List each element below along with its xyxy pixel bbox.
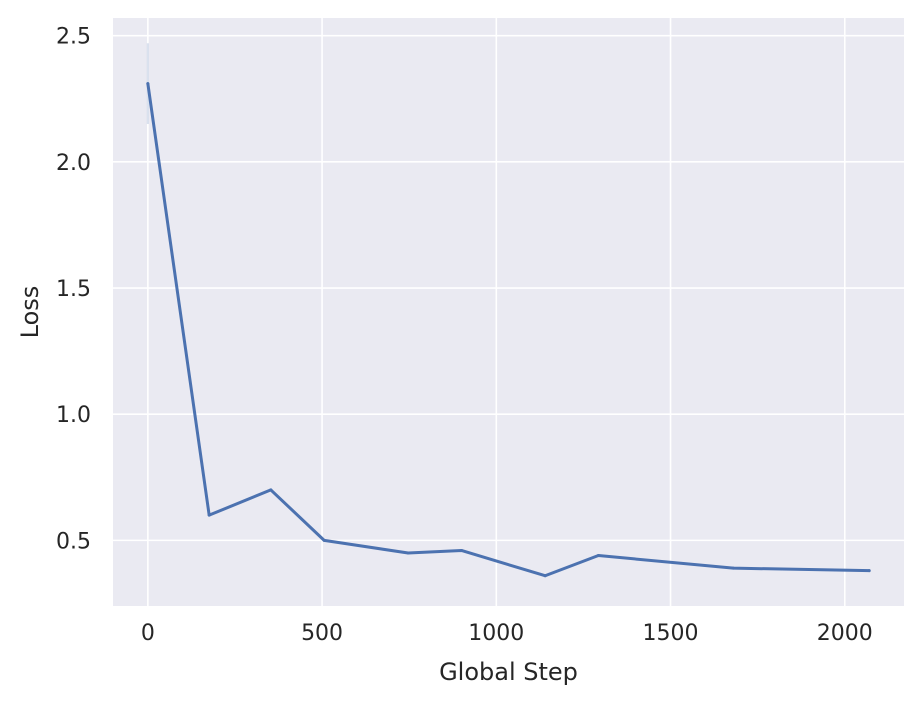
plot-area — [113, 18, 904, 606]
x-tick-label: 0 — [141, 621, 155, 646]
x-tick-label: 500 — [301, 621, 343, 646]
y-tick-label: 2.5 — [56, 25, 91, 50]
data-point — [731, 566, 735, 570]
data-point — [322, 538, 326, 542]
series-line — [146, 82, 871, 578]
x-tick-labels: 0 500 1000 1500 2000 — [141, 621, 873, 646]
y-tick-label: 1.5 — [56, 277, 91, 302]
data-point — [406, 551, 410, 555]
data-point — [543, 574, 547, 578]
y-tick-label: 0.5 — [56, 529, 91, 554]
x-tick-label: 2000 — [817, 621, 873, 646]
data-point — [207, 513, 211, 517]
data-point — [459, 548, 463, 552]
x-axis-title: Global Step — [439, 658, 578, 686]
y-tick-label: 1.0 — [56, 403, 91, 428]
y-tick-label: 2.0 — [56, 151, 91, 176]
series-lines — [146, 82, 871, 578]
data-point — [146, 82, 150, 86]
grid-lines — [113, 18, 904, 606]
y-axis-title: Loss — [16, 286, 44, 339]
y-tick-labels: 0.5 1.0 1.5 2.0 2.5 — [56, 25, 91, 555]
data-point — [269, 488, 273, 492]
data-point — [596, 554, 600, 558]
x-tick-label: 1500 — [643, 621, 699, 646]
data-point — [867, 569, 871, 573]
x-tick-label: 1000 — [468, 621, 524, 646]
